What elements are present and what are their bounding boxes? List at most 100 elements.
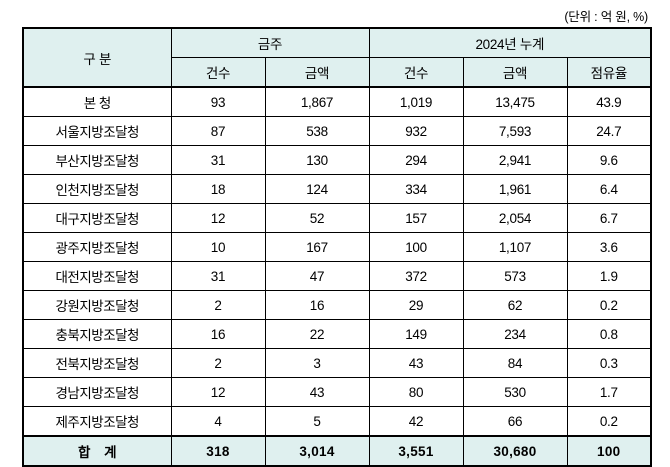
row-week-amount: 538 bbox=[264, 116, 370, 146]
table-row: 충북지방조달청 16 22 149 234 0.8 bbox=[22, 319, 652, 349]
row-cum-count: 932 bbox=[368, 116, 464, 146]
table-row: 제주지방조달청 4 5 42 66 0.2 bbox=[22, 406, 652, 437]
row-cum-amount: 66 bbox=[462, 406, 568, 437]
row-cum-share: 3.6 bbox=[566, 232, 652, 262]
row-cum-count: 334 bbox=[368, 174, 464, 204]
row-week-amount: 22 bbox=[264, 319, 370, 349]
header-cum-amount: 금액 bbox=[462, 57, 568, 88]
row-label: 충북지방조달청 bbox=[22, 319, 172, 349]
row-cum-count: 29 bbox=[368, 290, 464, 320]
row-cum-count: 157 bbox=[368, 203, 464, 233]
row-label: 경남지방조달청 bbox=[22, 377, 172, 407]
table-row: 서울지방조달청 87 538 932 7,593 24.7 bbox=[22, 116, 652, 146]
table-row: 경남지방조달청 12 43 80 530 1.7 bbox=[22, 377, 652, 407]
table-row: 강원지방조달청 2 16 29 62 0.2 bbox=[22, 290, 652, 320]
row-cum-amount: 62 bbox=[462, 290, 568, 320]
total-cum-count: 3,551 bbox=[368, 435, 464, 467]
header-week-count: 건수 bbox=[170, 57, 266, 88]
row-label: 인천지방조달청 bbox=[22, 174, 172, 204]
header-cum-count: 건수 bbox=[368, 57, 464, 88]
row-cum-count: 149 bbox=[368, 319, 464, 349]
row-cum-share: 1.7 bbox=[566, 377, 652, 407]
row-cum-amount: 234 bbox=[462, 319, 568, 349]
row-label: 강원지방조달청 bbox=[22, 290, 172, 320]
row-week-amount: 130 bbox=[264, 145, 370, 175]
row-week-count: 12 bbox=[170, 377, 266, 407]
row-cum-amount: 1,107 bbox=[462, 232, 568, 262]
table-row: 부산지방조달청 31 130 294 2,941 9.6 bbox=[22, 145, 652, 175]
row-cum-share: 0.8 bbox=[566, 319, 652, 349]
row-week-count: 93 bbox=[170, 86, 266, 117]
row-cum-amount: 2,941 bbox=[462, 145, 568, 175]
row-week-amount: 124 bbox=[264, 174, 370, 204]
row-cum-share: 24.7 bbox=[566, 116, 652, 146]
row-cum-count: 43 bbox=[368, 348, 464, 378]
table-row: 대구지방조달청 12 52 157 2,054 6.7 bbox=[22, 203, 652, 233]
row-cum-count: 80 bbox=[368, 377, 464, 407]
row-week-amount: 16 bbox=[264, 290, 370, 320]
table-body: 본 청 93 1,867 1,019 13,475 43.9 서울지방조달청 8… bbox=[22, 86, 652, 467]
statistics-table-container: 구 분 금주 2024년 누계 건수 금액 건수 금액 점유율 본 청 93 1… bbox=[22, 27, 653, 467]
row-week-count: 31 bbox=[170, 145, 266, 175]
row-label: 대구지방조달청 bbox=[22, 203, 172, 233]
row-week-amount: 3 bbox=[264, 348, 370, 378]
total-label: 합 계 bbox=[22, 435, 172, 467]
row-label: 전북지방조달청 bbox=[22, 348, 172, 378]
row-cum-share: 1.9 bbox=[566, 261, 652, 291]
row-cum-amount: 13,475 bbox=[462, 86, 568, 117]
row-cum-count: 372 bbox=[368, 261, 464, 291]
row-week-count: 2 bbox=[170, 348, 266, 378]
row-week-amount: 167 bbox=[264, 232, 370, 262]
total-week-amount: 3,014 bbox=[264, 435, 370, 467]
header-row-top: 구 분 금주 2024년 누계 bbox=[22, 27, 652, 88]
row-cum-share: 6.7 bbox=[566, 203, 652, 233]
row-week-count: 4 bbox=[170, 406, 266, 437]
row-week-count: 10 bbox=[170, 232, 266, 262]
row-week-count: 87 bbox=[170, 116, 266, 146]
row-week-amount: 1,867 bbox=[264, 86, 370, 117]
row-cum-amount: 7,593 bbox=[462, 116, 568, 146]
document-page: (단위 : 억 원, %) 구 분 금주 2024년 누계 건수 금액 건수 금… bbox=[22, 10, 653, 467]
row-cum-count: 100 bbox=[368, 232, 464, 262]
row-cum-count: 1,019 bbox=[368, 86, 464, 117]
header-group-cumulative: 2024년 누계 bbox=[368, 27, 652, 58]
row-week-amount: 52 bbox=[264, 203, 370, 233]
row-cum-share: 43.9 bbox=[566, 86, 652, 117]
row-week-amount: 5 bbox=[264, 406, 370, 437]
row-label: 서울지방조달청 bbox=[22, 116, 172, 146]
row-week-amount: 43 bbox=[264, 377, 370, 407]
unit-note: (단위 : 억 원, %) bbox=[564, 10, 648, 24]
header-cum-share: 점유율 bbox=[566, 57, 652, 88]
row-week-count: 12 bbox=[170, 203, 266, 233]
table-total-row: 합 계 318 3,014 3,551 30,680 100 bbox=[22, 435, 652, 467]
table-row: 대전지방조달청 31 47 372 573 1.9 bbox=[22, 261, 652, 291]
row-cum-share: 6.4 bbox=[566, 174, 652, 204]
table-row: 전북지방조달청 2 3 43 84 0.3 bbox=[22, 348, 652, 378]
row-label: 부산지방조달청 bbox=[22, 145, 172, 175]
row-cum-share: 9.6 bbox=[566, 145, 652, 175]
table-row: 본 청 93 1,867 1,019 13,475 43.9 bbox=[22, 86, 652, 117]
row-week-count: 16 bbox=[170, 319, 266, 349]
row-cum-amount: 2,054 bbox=[462, 203, 568, 233]
table-header: 구 분 금주 2024년 누계 건수 금액 건수 금액 점유율 bbox=[22, 27, 652, 88]
row-cum-share: 0.3 bbox=[566, 348, 652, 378]
row-cum-amount: 84 bbox=[462, 348, 568, 378]
header-gubun: 구 분 bbox=[22, 27, 172, 88]
row-cum-amount: 1,961 bbox=[462, 174, 568, 204]
row-week-count: 2 bbox=[170, 290, 266, 320]
row-week-count: 18 bbox=[170, 174, 266, 204]
header-week-amount: 금액 bbox=[264, 57, 370, 88]
row-cum-amount: 573 bbox=[462, 261, 568, 291]
row-week-amount: 47 bbox=[264, 261, 370, 291]
row-cum-amount: 530 bbox=[462, 377, 568, 407]
table-row: 인천지방조달청 18 124 334 1,961 6.4 bbox=[22, 174, 652, 204]
row-week-count: 31 bbox=[170, 261, 266, 291]
total-week-count: 318 bbox=[170, 435, 266, 467]
table-row: 광주지방조달청 10 167 100 1,107 3.6 bbox=[22, 232, 652, 262]
row-cum-count: 294 bbox=[368, 145, 464, 175]
header-group-week: 금주 bbox=[170, 27, 370, 58]
header-row-sub: 건수 금액 건수 금액 점유율 bbox=[23, 57, 652, 88]
row-cum-share: 0.2 bbox=[566, 290, 652, 320]
total-cum-amount: 30,680 bbox=[462, 435, 568, 467]
row-label: 광주지방조달청 bbox=[22, 232, 172, 262]
